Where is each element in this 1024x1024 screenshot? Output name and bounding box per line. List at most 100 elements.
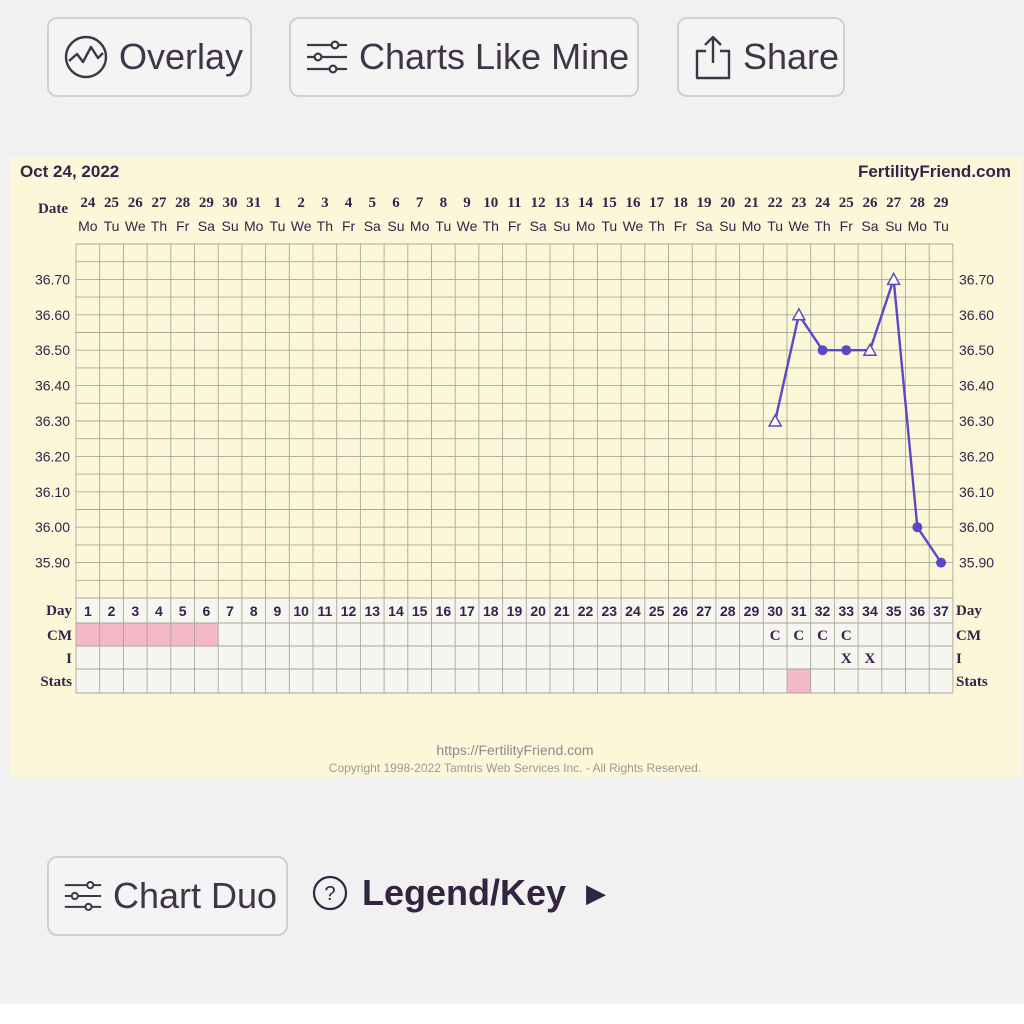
weekday-label: We <box>125 218 146 234</box>
share-button[interactable]: Share <box>677 17 845 97</box>
date-label: 28 <box>910 195 925 211</box>
weekday-label: We <box>788 218 809 234</box>
overlay-button[interactable]: Overlay <box>47 17 252 97</box>
weekday-label: Sa <box>861 218 878 234</box>
cycle-day-number: 13 <box>364 603 380 619</box>
date-label: 28 <box>175 195 190 211</box>
intercourse-entry: X <box>841 651 852 667</box>
cycle-day-number: 27 <box>696 603 712 619</box>
i-row-label-right: I <box>956 651 962 667</box>
cycle-day-number: 2 <box>108 603 116 619</box>
cycle-day-number: 7 <box>226 603 234 619</box>
date-label: 24 <box>80 195 96 211</box>
date-label: 10 <box>483 195 498 211</box>
weekday-label: Tu <box>435 218 451 234</box>
cycle-day-number: 16 <box>436 603 452 619</box>
date-label: 26 <box>128 195 144 211</box>
weekday-label: Mo <box>576 218 596 234</box>
weekday-label: Th <box>814 218 830 234</box>
cycle-day-number: 9 <box>274 603 282 619</box>
y-tick-label-right: 36.40 <box>959 378 994 394</box>
weekday-label: Tu <box>104 218 120 234</box>
sliders-icon <box>307 40 347 74</box>
weekday-label: Fr <box>508 218 522 234</box>
cycle-day-number: 28 <box>720 603 736 619</box>
date-label: 16 <box>625 195 641 211</box>
weekday-label: Th <box>648 218 664 234</box>
cycle-day-number: 12 <box>341 603 357 619</box>
charts-like-mine-button[interactable]: Charts Like Mine <box>289 17 639 97</box>
weekday-label: Fr <box>176 218 190 234</box>
legend-key-link[interactable]: ? Legend/Key ▶ <box>312 872 606 914</box>
y-tick-label-right: 36.00 <box>959 519 994 535</box>
chart-duo-label: Chart Duo <box>113 875 278 916</box>
chart-start-date: Oct 24, 2022 <box>20 162 119 181</box>
day-row-label-right: Day <box>956 603 982 619</box>
cycle-day-number: 8 <box>250 603 258 619</box>
weekday-label: Fr <box>674 218 688 234</box>
period-cell <box>123 623 148 646</box>
weekday-label: Su <box>719 218 736 234</box>
date-label: 1 <box>274 195 282 211</box>
weekday-label: Mo <box>410 218 430 234</box>
cycle-day-number: 18 <box>483 603 499 619</box>
y-tick-label: 36.60 <box>35 307 70 323</box>
date-label: 11 <box>507 195 521 211</box>
y-tick-label-right: 36.10 <box>959 484 994 500</box>
weekday-label: We <box>623 218 644 234</box>
day-row-label: Day <box>46 603 72 619</box>
legend-key-label: Legend/Key <box>362 872 567 913</box>
y-tick-label: 36.50 <box>35 342 70 358</box>
temp-point-triangle <box>886 271 901 286</box>
cycle-day-number: 20 <box>530 603 546 619</box>
y-tick-label: 36.30 <box>35 413 70 429</box>
period-cell <box>170 623 195 646</box>
temp-point-triangle <box>767 413 783 427</box>
cycle-day-number: 33 <box>838 603 854 619</box>
cycle-day-number: 25 <box>649 603 665 619</box>
bottom-strip <box>0 1004 1024 1024</box>
overlay-icon <box>64 35 108 79</box>
y-tick-label: 36.10 <box>35 484 70 500</box>
cycle-day-number: 22 <box>578 603 594 619</box>
weekday-label: Sa <box>695 218 712 234</box>
date-label: 24 <box>815 195 831 211</box>
cycle-day-number: 35 <box>886 603 902 619</box>
weekday-label: Sa <box>198 218 215 234</box>
date-label: 9 <box>463 195 471 211</box>
date-label: 26 <box>862 195 878 211</box>
date-label: 8 <box>440 195 448 211</box>
date-label: 20 <box>720 195 735 211</box>
stats-row-label-right: Stats <box>956 674 988 690</box>
cycle-day-number: 19 <box>507 603 523 619</box>
weekday-label: Tu <box>933 218 949 234</box>
stats-highlight-cell <box>787 669 811 693</box>
weekday-label: Th <box>483 218 499 234</box>
y-tick-label: 36.00 <box>35 519 70 535</box>
weekday-label: Mo <box>742 218 762 234</box>
date-label: 19 <box>697 195 712 211</box>
y-tick-label-right: 35.90 <box>959 555 994 571</box>
y-tick-label: 35.90 <box>35 555 70 571</box>
help-icon: ? <box>312 875 348 911</box>
date-label: 27 <box>886 195 902 211</box>
weekday-label: Tu <box>601 218 617 234</box>
cycle-day-number: 3 <box>131 603 139 619</box>
cycle-day-number: 34 <box>862 603 878 619</box>
weekday-label: Tu <box>270 218 286 234</box>
weekday-label: We <box>457 218 478 234</box>
weekday-label: Th <box>151 218 167 234</box>
date-label: 29 <box>199 195 214 211</box>
weekday-label: Fr <box>342 218 356 234</box>
weekday-label: We <box>291 218 312 234</box>
y-tick-label-right: 36.70 <box>959 271 994 287</box>
date-label: 31 <box>246 195 261 211</box>
cm-entry: C <box>841 628 852 644</box>
y-tick-label: 36.70 <box>35 271 70 287</box>
cycle-day-number: 15 <box>412 603 428 619</box>
svg-text:?: ? <box>324 883 335 905</box>
date-label: 7 <box>416 195 424 211</box>
cycle-day-number: 17 <box>459 603 475 619</box>
cm-row-label-right: CM <box>956 628 981 644</box>
chart-duo-button[interactable]: Chart Duo <box>47 856 288 936</box>
